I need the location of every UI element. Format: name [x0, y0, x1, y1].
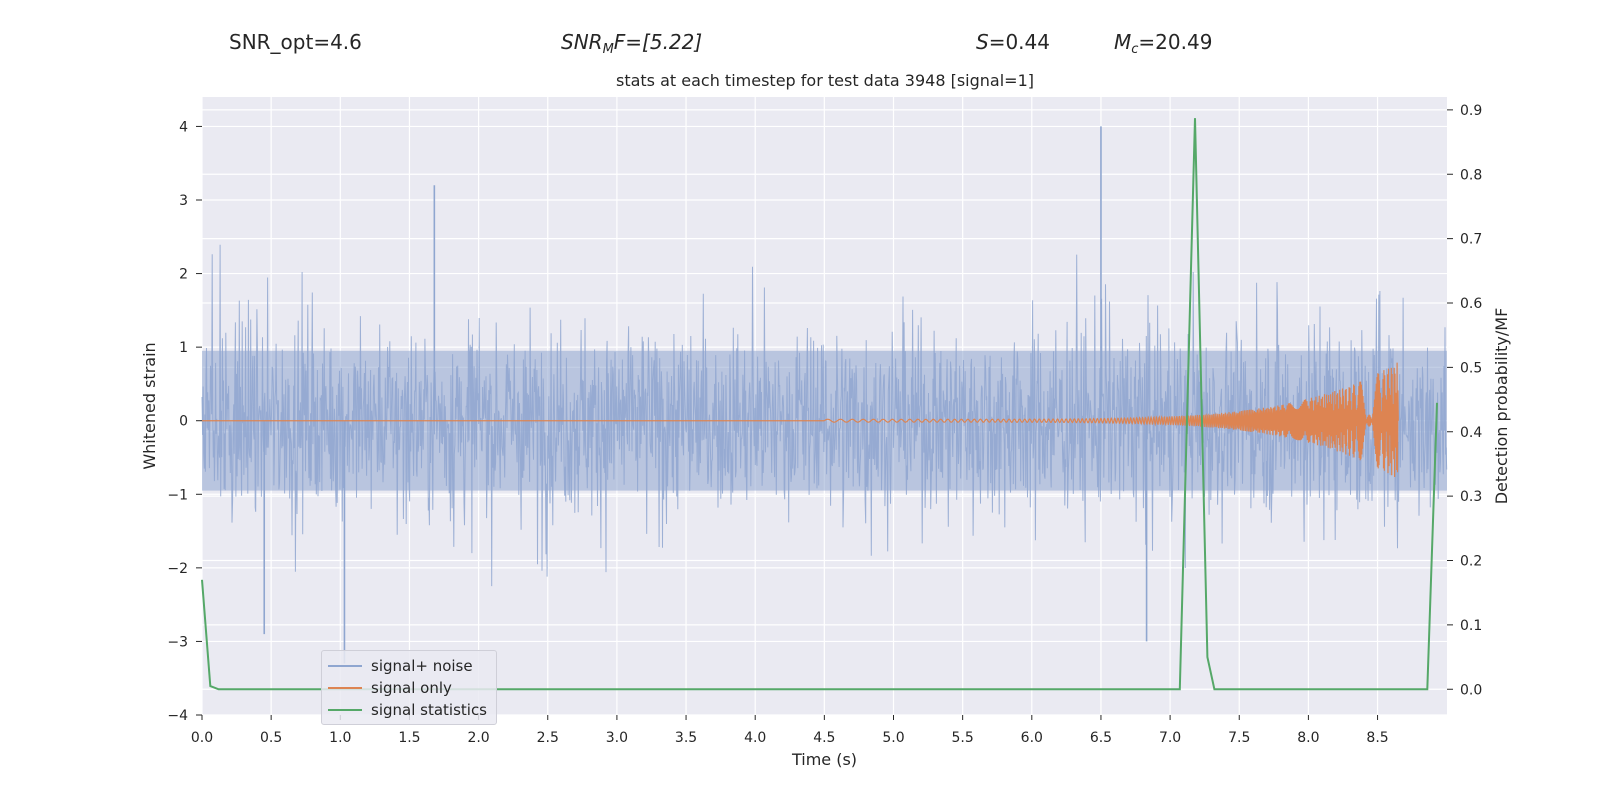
mc-symbol: M	[1114, 30, 1132, 54]
snr-mf-sub: M	[602, 42, 614, 57]
y-right-tick-label: 0.5	[1460, 360, 1482, 376]
y-axis-label-left: Whitened strain	[140, 342, 159, 469]
series-signal-only	[202, 362, 1399, 478]
y-left-tick-label: −3	[167, 634, 188, 650]
x-tick-label: 6.5	[1090, 730, 1112, 746]
x-axis-label: Time (s)	[791, 750, 857, 769]
mc-value: =20.49	[1138, 30, 1213, 54]
x-tick-label: 0.0	[191, 730, 213, 746]
y-right-tick-label: 0.0	[1460, 682, 1482, 698]
y-right-tick-label: 0.7	[1460, 232, 1482, 248]
legend-item-signal-only: signal only	[328, 677, 452, 699]
y-left-tick-label: 2	[179, 267, 188, 283]
x-tick-label: 5.5	[952, 730, 974, 746]
x-tick-label: 1.0	[329, 730, 351, 746]
legend-swatch-signal-plus-noise	[328, 665, 362, 667]
y-right-tick-label: 0.1	[1460, 618, 1482, 634]
y-right-tick-label: 0.2	[1460, 554, 1482, 570]
y-left-tick-label: 4	[179, 119, 188, 135]
x-tick-label: 2.0	[467, 730, 489, 746]
x-tick-label: 0.5	[260, 730, 282, 746]
s-label: S=0.44	[976, 30, 1050, 54]
y-right-tick-label: 0.6	[1460, 296, 1482, 312]
y-axis-label-right: Detection probability/MF	[1492, 308, 1511, 505]
legend-label-signal-statistics: signal statistics	[371, 701, 488, 719]
legend-item-signal-statistics: signal statistics	[328, 699, 487, 721]
mc-subscript: c	[1131, 42, 1139, 57]
y-left-tick-label: −1	[167, 487, 188, 503]
y-right-tick-label: 0.8	[1460, 167, 1482, 183]
x-tick-label: 2.5	[537, 730, 559, 746]
y-left-tick-label: 3	[179, 193, 188, 209]
chart-title: stats at each timestep for test data 394…	[615, 71, 1034, 90]
snr-mf-label: SNRMF=[5.22]	[561, 30, 702, 57]
x-tick-label: 7.0	[1159, 730, 1181, 746]
mc-label: Mc=20.49	[1114, 30, 1212, 57]
y-left-tick-labels: 4 3 2 1 0 −1 −2 −3 −4	[167, 119, 202, 724]
y-left-tick-label: 0	[179, 414, 188, 430]
s-symbol: S	[976, 30, 989, 54]
y-right-tick-label: 0.3	[1460, 489, 1482, 505]
y-right-tick-labels: 0.9 0.8 0.7 0.6 0.5 0.4 0.3 0.2 0.1 0.0	[1447, 103, 1482, 698]
x-tick-label: 4.0	[744, 730, 766, 746]
x-tick-labels: 0.0 0.5 1.0 1.5 2.0 2.5 3.0 3.5 4.0 4.5 5.0 5.5 6.0 6…	[191, 715, 1389, 746]
x-tick-label: 1.5	[398, 730, 420, 746]
legend: signal+ noise signal only signal statist…	[321, 650, 497, 725]
snr-mf-prefix: SNR	[561, 30, 603, 54]
legend-swatch-signal-statistics	[328, 709, 362, 711]
s-value: =0.44	[988, 30, 1050, 54]
signal-only-chirp	[824, 362, 1399, 478]
legend-label-signal-only: signal only	[371, 679, 452, 697]
legend-item-signal-plus-noise: signal+ noise	[328, 655, 473, 677]
x-tick-label: 8.5	[1366, 730, 1388, 746]
legend-swatch-signal-only	[328, 687, 362, 689]
x-tick-label: 4.5	[813, 730, 835, 746]
signal-statistics-line	[201, 118, 1438, 691]
snr-opt-label: SNR_opt=4.6	[229, 30, 362, 54]
legend-label-signal-plus-noise: signal+ noise	[371, 657, 473, 675]
x-tick-label: 3.5	[675, 730, 697, 746]
y-left-tick-label: −2	[167, 561, 188, 577]
y-right-tick-label: 0.4	[1460, 425, 1482, 441]
y-left-tick-label: 1	[179, 340, 188, 356]
x-tick-label: 6.0	[1021, 730, 1043, 746]
x-tick-label: 8.0	[1297, 730, 1319, 746]
series-signal-statistics	[201, 118, 1438, 691]
x-tick-label: 7.5	[1228, 730, 1250, 746]
y-right-tick-label: 0.9	[1460, 103, 1482, 119]
y-left-tick-label: −4	[167, 708, 188, 724]
x-tick-label: 3.0	[606, 730, 628, 746]
snr-mf-f: F=[5.22]	[613, 30, 703, 54]
x-tick-label: 5.0	[882, 730, 904, 746]
